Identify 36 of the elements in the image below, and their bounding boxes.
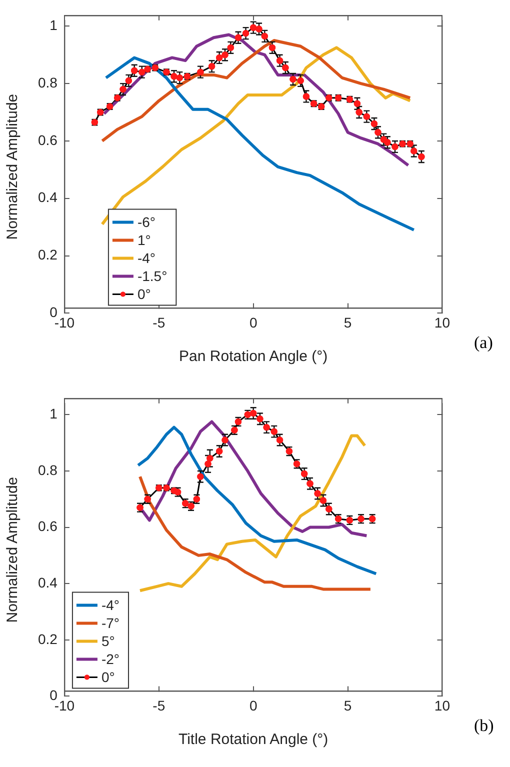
y-tick-label: 0.6 bbox=[38, 518, 58, 534]
legend-label: 5° bbox=[101, 633, 115, 650]
legend-label: -7° bbox=[101, 615, 120, 632]
x-tick-label: -5 bbox=[152, 697, 166, 714]
legend-label: -4° bbox=[101, 597, 120, 614]
text: (a) bbox=[474, 333, 493, 353]
x-tick-label: -5 bbox=[152, 314, 166, 330]
y-tick-label: 0.4 bbox=[38, 574, 58, 590]
x-tick-label: 5 bbox=[344, 314, 352, 330]
y-tick-label: 0.6 bbox=[38, 132, 58, 148]
y-axis-title: Normalized Amplitude bbox=[4, 476, 22, 623]
legend-label: -4° bbox=[137, 250, 156, 266]
x-tick-label: 10 bbox=[434, 697, 450, 714]
y-tick-label: 0.8 bbox=[38, 462, 58, 478]
legend-label: -6° bbox=[137, 214, 156, 230]
x-tick-label: 5 bbox=[344, 697, 352, 714]
x-tick-label: 0 bbox=[249, 314, 258, 330]
text: (b) bbox=[474, 716, 494, 736]
y-tick-label: 0.8 bbox=[38, 74, 58, 90]
y-axis-title: Normalized Amplitude bbox=[4, 94, 22, 240]
x-axis-title: Title Rotation Angle (°) bbox=[178, 731, 328, 748]
y-tick-label: 1 bbox=[50, 406, 58, 422]
legend-label: -1.5° bbox=[137, 268, 168, 284]
x-axis-title: Pan Rotation Angle (°) bbox=[179, 348, 328, 366]
legend-label: -2° bbox=[101, 651, 120, 668]
y-tick-label: 1 bbox=[50, 17, 58, 33]
x-tick-label: 0 bbox=[249, 697, 258, 714]
y-tick-label: 0 bbox=[50, 304, 58, 320]
y-tick-label: 0.4 bbox=[38, 189, 58, 206]
y-tick-label: 0.2 bbox=[38, 246, 58, 263]
legend-label: 1° bbox=[137, 232, 151, 248]
y-tick-label: 0 bbox=[50, 687, 58, 704]
x-tick-label: 10 bbox=[434, 314, 450, 330]
legend-label: 0° bbox=[137, 286, 151, 302]
y-tick-label: 0.2 bbox=[38, 630, 58, 647]
legend-label: 0° bbox=[101, 669, 115, 686]
